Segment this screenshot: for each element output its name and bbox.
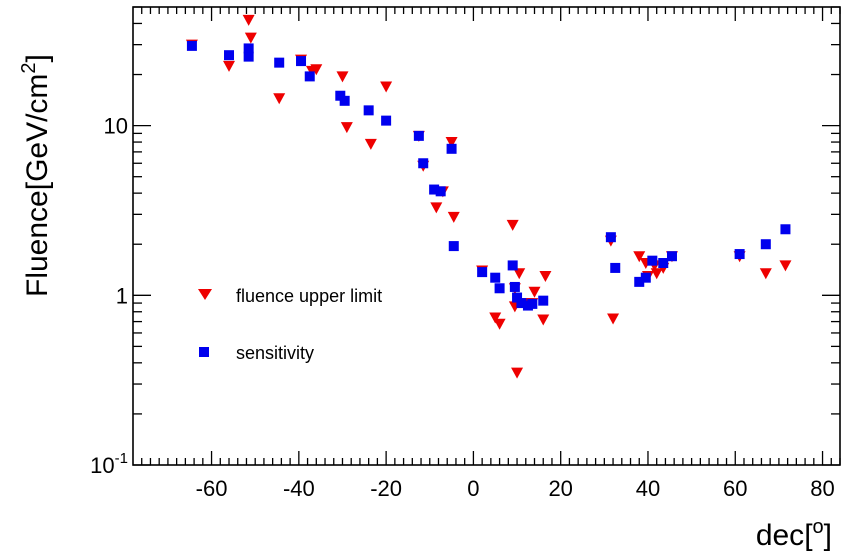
sensitivity-point: [446, 143, 457, 154]
y-tick-label: 10-1: [90, 450, 128, 478]
upper-limit-point: [528, 286, 541, 298]
sensitivity-point: [363, 105, 374, 116]
sensitivity-point: [610, 262, 621, 273]
sensitivity-point: [760, 239, 771, 250]
sensitivity-point: [429, 184, 440, 195]
x-axis-title-bracket-close: ]: [824, 519, 832, 552]
upper-limit-point: [445, 137, 458, 149]
sensitivity-point: [186, 40, 197, 51]
y-tick-label: 1: [116, 283, 128, 308]
axis-ticks: [133, 6, 841, 466]
y-tick-label: 10: [104, 114, 128, 139]
upper-limit-point: [493, 318, 506, 330]
sensitivity-point: [605, 232, 616, 243]
upper-limit-point: [539, 270, 552, 282]
upper-limit-point: [340, 122, 353, 134]
upper-limit-point: [364, 138, 377, 150]
sensitivity-point: [413, 130, 424, 141]
upper-limit-point: [447, 211, 460, 223]
upper-limit-point: [273, 93, 286, 105]
sensitivity-point: [274, 57, 285, 68]
sensitivity-point: [512, 292, 523, 303]
x-tick-label: -20: [370, 476, 402, 501]
sensitivity-point: [418, 158, 429, 169]
sensitivity-point: [634, 276, 645, 287]
sensitivity-point: [243, 43, 254, 54]
x-tick-label: -40: [283, 476, 315, 501]
legend-label-upper-limit: fluence upper limit: [236, 286, 382, 306]
plot-frame: [132, 6, 841, 466]
upper-limit-point: [380, 81, 393, 93]
legend-marker-sensitivity: [199, 347, 209, 357]
sensitivity-point: [435, 186, 446, 197]
sensitivity-point: [516, 298, 527, 309]
upper-limit-point: [513, 268, 526, 280]
x-tick-label: -60: [196, 476, 228, 501]
sensitivity-point: [509, 281, 520, 292]
sensitivity-point: [658, 258, 669, 269]
sensitivity-point: [339, 95, 350, 106]
legend-marker-upper-limit: [198, 289, 212, 300]
sensitivity-point: [734, 249, 745, 260]
y-axis-title: Fluence[GeV/cm2]: [18, 54, 54, 297]
x-tick-label: 80: [810, 476, 834, 501]
axis-tick-labels: -60 -40 -20 0 20 40 60 80 10 1 10-1: [90, 114, 835, 501]
upper-limit-point: [489, 312, 502, 324]
upper-limit-point: [537, 314, 550, 326]
sensitivity-point: [527, 298, 538, 309]
sensitivity-point: [448, 241, 459, 252]
upper-limit-point: [310, 64, 323, 76]
y-axis-title-suffix: ]: [21, 54, 54, 62]
x-tick-label: 20: [548, 476, 572, 501]
x-tick-label: 0: [467, 476, 479, 501]
upper-limit-point: [430, 202, 443, 214]
sensitivity-point: [477, 267, 488, 278]
upper-limit-point: [223, 60, 236, 72]
sensitivity-point: [666, 251, 677, 262]
data-points: [185, 14, 792, 379]
sensitivity-point: [224, 50, 235, 61]
x-axis-title: dec[o]: [756, 516, 832, 552]
sensitivity-point: [381, 115, 392, 126]
upper-limit-point: [242, 14, 255, 26]
upper-limit-point: [244, 32, 257, 44]
sensitivity-point: [647, 255, 658, 266]
legend-label-sensitivity: sensitivity: [236, 343, 314, 363]
upper-limit-point: [607, 313, 620, 325]
x-tick-label: 40: [636, 476, 660, 501]
upper-limit-point: [336, 71, 349, 83]
upper-limit-point: [650, 268, 663, 280]
sensitivity-point: [640, 272, 651, 283]
upper-limit-point: [511, 367, 524, 379]
sensitivity-point: [243, 51, 254, 62]
upper-limit-point: [633, 251, 646, 263]
upper-limit-point: [759, 268, 772, 280]
x-axis-title-bracket-open: [: [804, 519, 813, 552]
sensitivity-point: [296, 56, 307, 67]
sensitivity-point: [780, 224, 791, 235]
upper-limit-point: [779, 260, 792, 272]
upper-limit-point: [506, 219, 519, 231]
sensitivity-point: [507, 260, 518, 271]
sensitivity-point: [538, 295, 549, 306]
x-tick-label: 60: [723, 476, 747, 501]
sensitivity-point: [490, 272, 501, 283]
sensitivity-point: [494, 283, 505, 294]
y-axis-title-superscript: 2: [18, 62, 40, 73]
sensitivity-point: [335, 90, 346, 101]
legend: fluence upper limit sensitivity: [198, 286, 382, 363]
sensitivity-point: [304, 71, 315, 82]
x-axis-title-superscript: o: [813, 516, 824, 538]
